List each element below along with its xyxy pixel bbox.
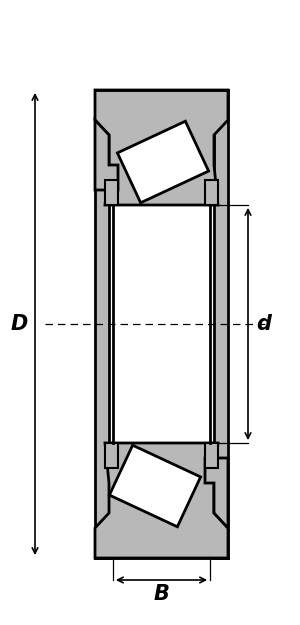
Polygon shape [95, 90, 109, 558]
Polygon shape [105, 443, 118, 468]
Text: D: D [10, 314, 28, 334]
Polygon shape [95, 120, 118, 190]
Polygon shape [105, 180, 118, 205]
Polygon shape [214, 90, 228, 558]
Polygon shape [117, 121, 208, 202]
Polygon shape [205, 458, 228, 528]
Polygon shape [95, 90, 228, 205]
Polygon shape [205, 443, 218, 468]
Polygon shape [110, 445, 201, 527]
Text: d: d [256, 314, 272, 334]
Text: B: B [154, 584, 169, 604]
Polygon shape [205, 180, 218, 205]
Polygon shape [95, 443, 228, 558]
